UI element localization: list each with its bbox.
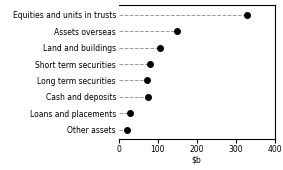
X-axis label: $b: $b [192, 155, 201, 164]
